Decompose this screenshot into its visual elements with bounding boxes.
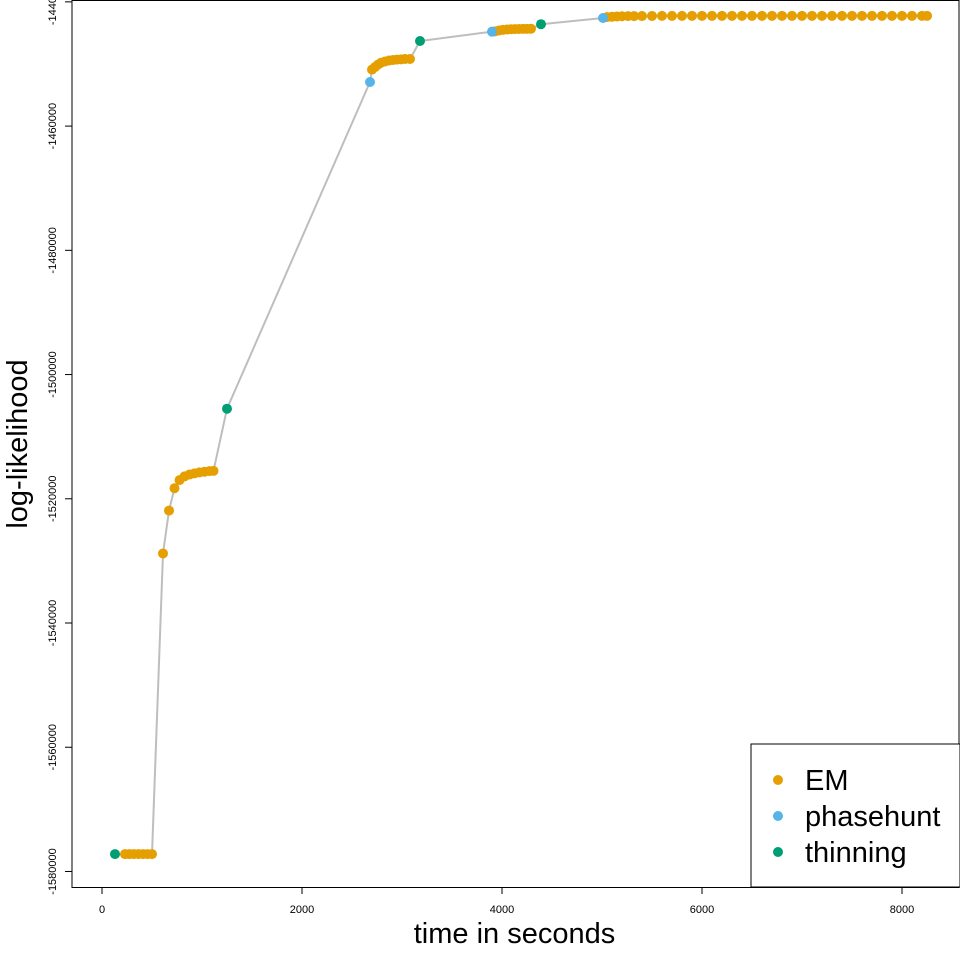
legend-marker-EM (773, 775, 783, 785)
x-tick-label: 4000 (490, 904, 514, 916)
point-EM (697, 10, 707, 21)
point-EM (922, 10, 932, 21)
point-EM (647, 10, 657, 21)
x-tick-label: 8000 (890, 904, 914, 916)
y-axis-title: log-likelihood (2, 359, 34, 528)
series-thinning (110, 19, 546, 860)
point-EM (887, 10, 897, 21)
x-axis-title: time in seconds (414, 918, 616, 950)
point-EM (405, 54, 415, 65)
point-EM (747, 10, 757, 21)
y-tick-label: -1460000 (47, 103, 59, 150)
point-EM (857, 10, 867, 21)
point-EM (169, 483, 180, 494)
y-tick-label: -1500000 (47, 351, 59, 398)
data-points (110, 10, 932, 860)
point-EM (897, 10, 907, 21)
point-thinning (415, 36, 425, 46)
point-EM (837, 10, 847, 21)
point-EM (637, 11, 647, 22)
y-tick-label: -1560000 (47, 724, 59, 771)
y-tick-label: -1480000 (47, 227, 59, 273)
point-EM (867, 10, 877, 21)
point-thinning (536, 19, 546, 30)
point-EM (677, 10, 687, 21)
point-phasehunt (598, 13, 608, 24)
point-EM (807, 10, 817, 21)
y-tick-label: -1520000 (47, 476, 59, 523)
point-EM (208, 465, 219, 476)
axes: 0 2000 4000 6000 8000 -1580000 -1560000 -154000… (47, 0, 960, 916)
point-EM (907, 10, 917, 21)
point-EM (817, 10, 827, 21)
legend-box (750, 743, 960, 888)
point-EM (827, 10, 837, 21)
point-EM (757, 10, 767, 21)
point-EM (526, 23, 536, 34)
point-EM (158, 548, 168, 559)
point-EM (777, 10, 787, 21)
point-phasehunt (365, 76, 375, 87)
point-EM (667, 10, 677, 21)
point-EM (657, 10, 667, 21)
legend-marker-thinning (773, 847, 783, 857)
legend: EM phasehunt thinning (750, 743, 960, 888)
y-tick-label: -1580000 (47, 848, 59, 895)
point-EM (687, 10, 697, 21)
trace-line (115, 14, 927, 856)
point-EM (164, 505, 174, 516)
point-thinning (222, 403, 232, 414)
point-EM (787, 10, 797, 21)
point-EM (147, 849, 157, 860)
point-EM (717, 10, 727, 21)
point-EM (797, 10, 807, 21)
point-EM (727, 10, 737, 21)
point-EM (707, 10, 717, 21)
point-phasehunt (487, 26, 497, 37)
series-EM (120, 10, 932, 860)
x-tick-label: 2000 (290, 904, 314, 916)
point-EM (737, 10, 747, 21)
plot-frame (71, 0, 960, 888)
x-tick-label: 0 (99, 904, 105, 916)
connecting-line (115, 14, 927, 856)
legend-label-phasehunt: phasehunt (805, 801, 940, 833)
y-tick-label: -1440000 (47, 0, 59, 25)
point-EM (629, 11, 639, 22)
point-EM (847, 10, 857, 21)
series-phasehunt (365, 13, 608, 87)
legend-label-thinning: thinning (805, 837, 907, 869)
x-tick-label: 6000 (690, 904, 714, 916)
point-EM (767, 10, 777, 21)
legend-label-EM: EM (805, 765, 849, 797)
y-tick-label: -1540000 (47, 600, 59, 647)
point-thinning (110, 849, 120, 860)
point-EM (877, 10, 887, 21)
legend-marker-phasehunt (773, 811, 783, 821)
